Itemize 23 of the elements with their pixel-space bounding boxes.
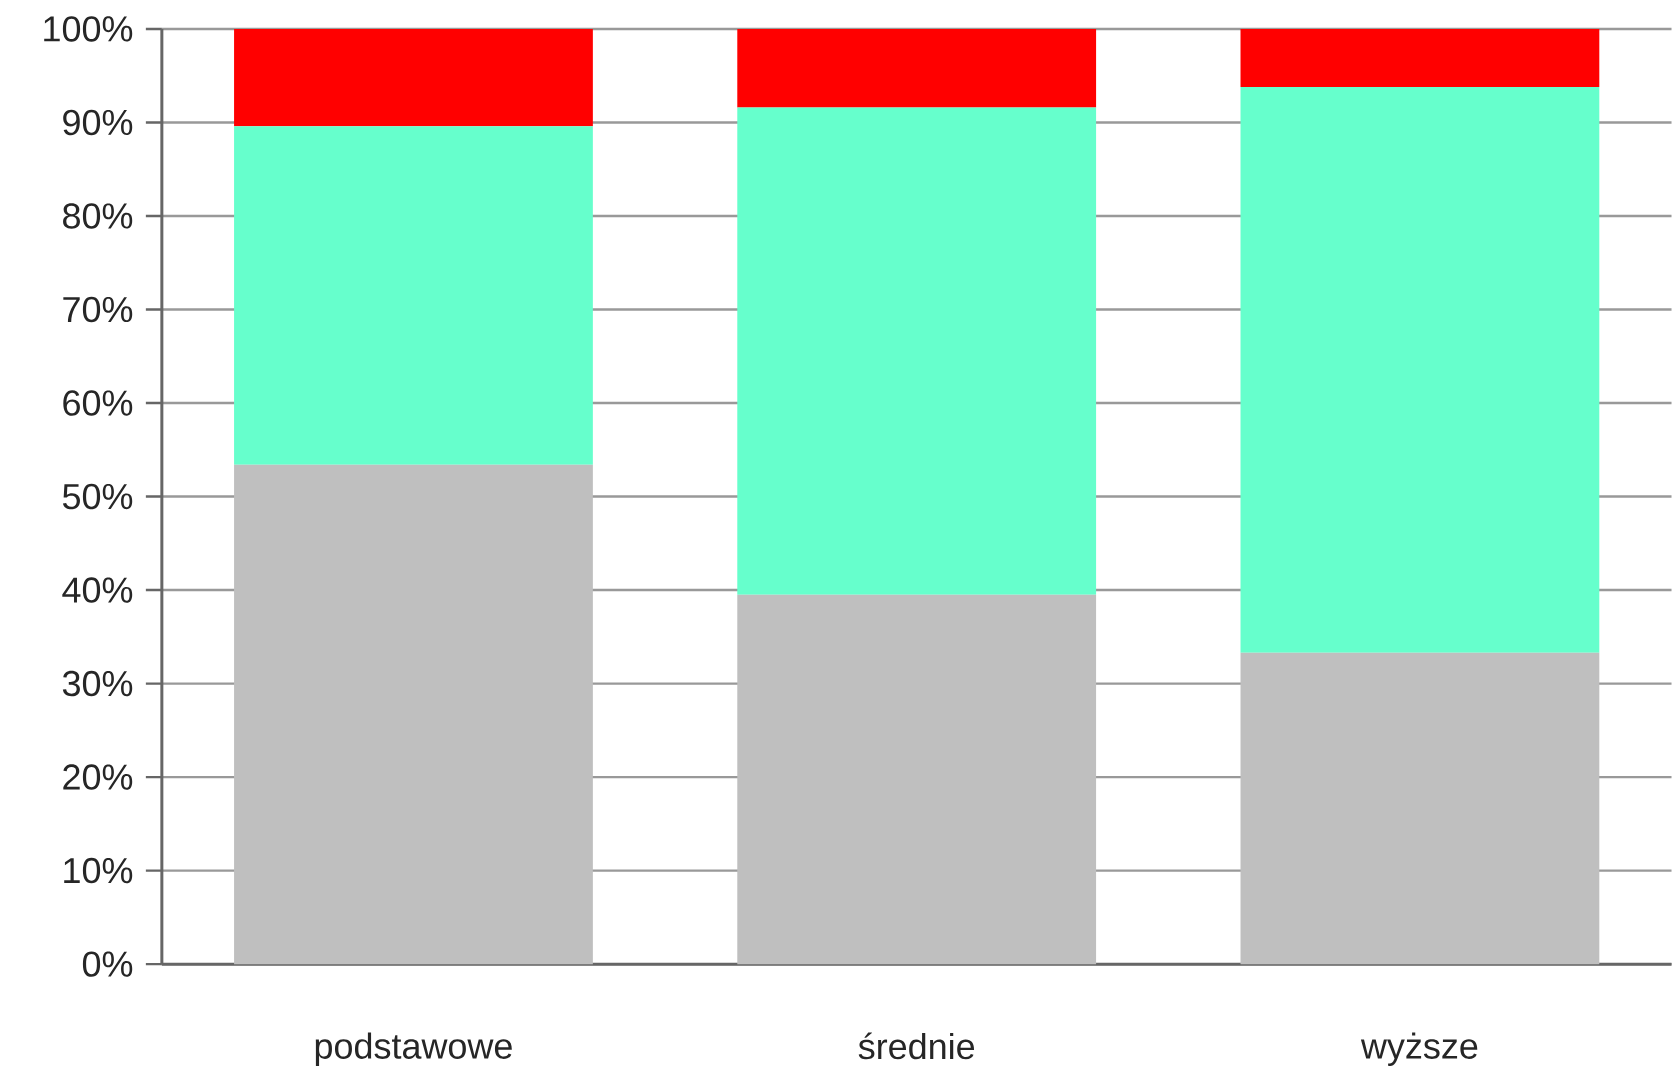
x-tick-label: średnie <box>858 1032 975 1060</box>
x-tick-label: wyższe <box>1360 1032 1478 1066</box>
bar <box>737 594 1097 965</box>
x-tick-label: podstawowe <box>315 1032 512 1066</box>
y-tick-label: 10% <box>64 857 133 884</box>
y-tick-label: 50% <box>62 483 133 510</box>
y-tick-label: 80% <box>63 203 133 229</box>
y-tick-label: 60% <box>63 390 133 416</box>
y-tick-label: 40% <box>62 577 133 603</box>
bar <box>1240 28 1600 87</box>
y-tick-label: 70% <box>63 296 133 323</box>
y-tick-label: 100% <box>44 16 133 42</box>
y-tick-label: 90% <box>63 109 133 136</box>
bar <box>737 28 1097 108</box>
bar <box>234 126 593 465</box>
bar <box>737 107 1097 595</box>
bar <box>234 28 593 127</box>
bar <box>1240 652 1600 965</box>
y-tick-label: 30% <box>62 670 133 697</box>
bar <box>234 464 593 965</box>
bar <box>1240 86 1600 653</box>
y-tick-label: 0% <box>82 951 133 977</box>
y-tick-label: 20% <box>63 764 133 790</box>
